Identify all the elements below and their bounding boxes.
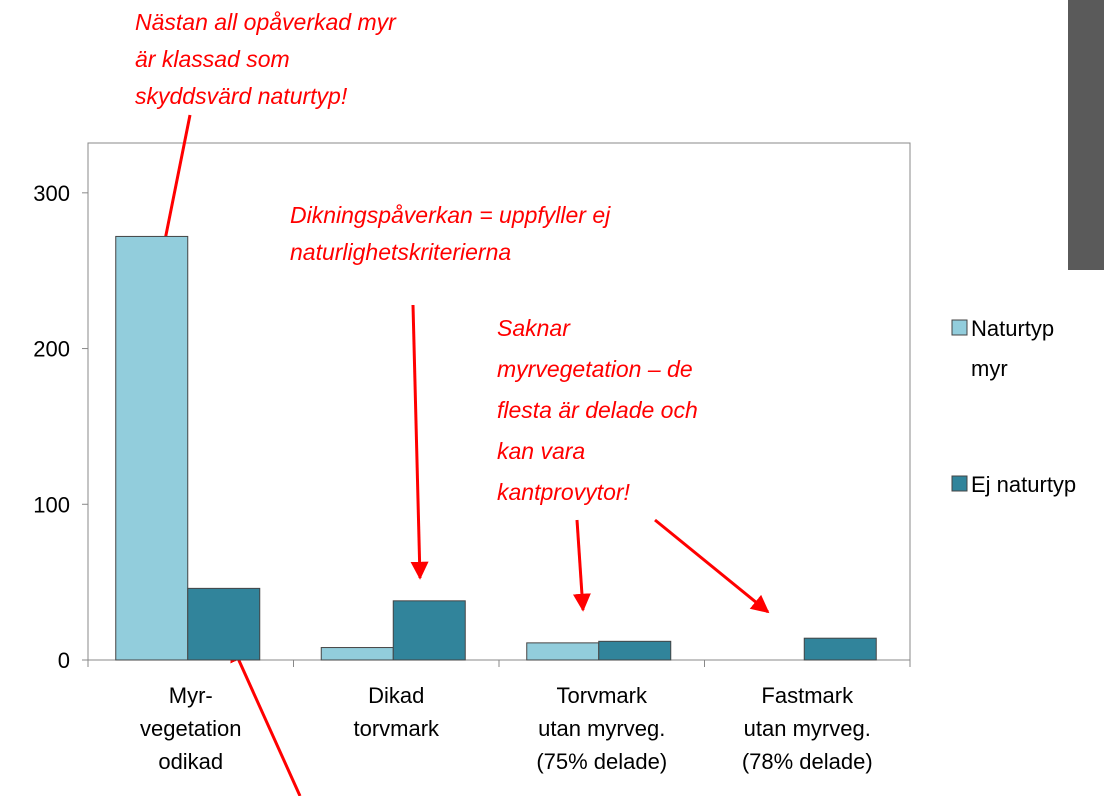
- bar: [393, 601, 465, 660]
- legend-swatch: [952, 476, 967, 491]
- bar: [188, 588, 260, 660]
- y-tick-label: 300: [33, 181, 70, 206]
- arrow: [413, 305, 420, 578]
- y-tick-label: 0: [58, 648, 70, 673]
- bar: [599, 641, 671, 660]
- arrow: [655, 520, 768, 612]
- arrow: [577, 520, 583, 610]
- y-tick-label: 100: [33, 492, 70, 517]
- bar: [527, 643, 599, 660]
- bar: [116, 236, 188, 660]
- legend-swatch: [952, 320, 967, 335]
- y-tick-label: 200: [33, 337, 70, 362]
- photo-fragment: [1068, 0, 1104, 270]
- arrow: [232, 645, 300, 796]
- bar: [321, 648, 393, 660]
- legend-label: Ej naturtyp: [971, 472, 1076, 497]
- bar: [804, 638, 876, 660]
- slide: Nästan all opåverkad myrär klassad somsk…: [0, 0, 1104, 796]
